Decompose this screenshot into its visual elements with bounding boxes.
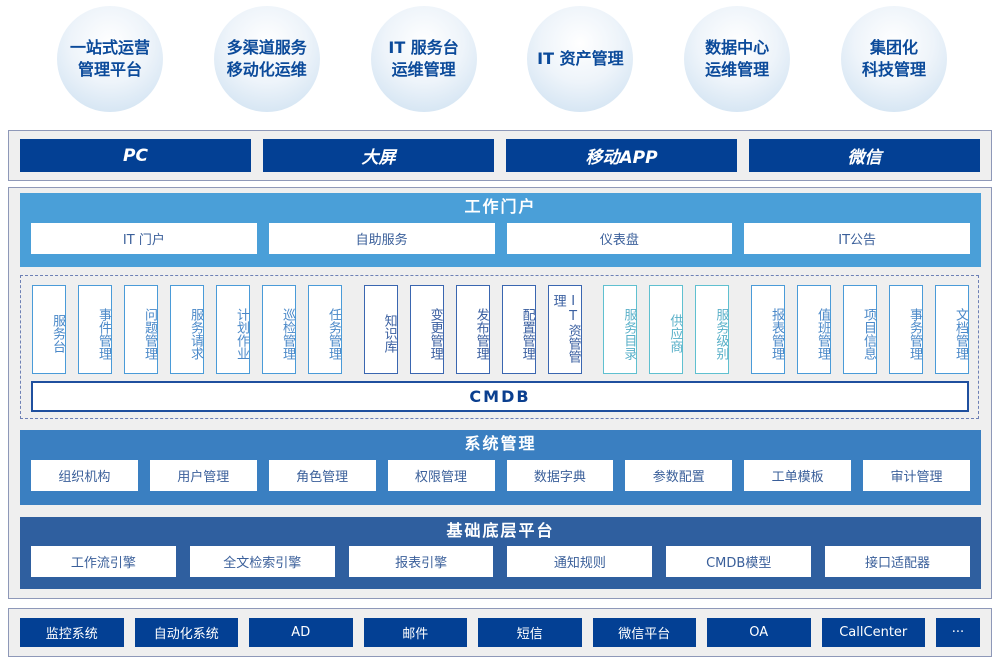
system-item: 组织机构 [31,460,138,491]
channel-wechat: 微信 [749,139,980,172]
system-management-block: 系统管理 组织机构 用户管理 角色管理 权限管理 数据字典 参数配置 工单模板 审计管理 [20,430,981,505]
external-system: OA [707,618,811,647]
module-box: 变更管理 [409,285,444,374]
module-group: 知识库 变更管理 发布管理 配置管理 IT资管管理 [363,285,582,374]
module-box: 发布管理 [455,285,490,374]
module-group: 服务台 事件管理 问题管理 服务请求 计划作业 巡检管理 任务管理 [32,285,342,374]
value-circle: IT 资产管理 [527,6,634,112]
channel-big-screen: 大屏 [263,139,494,172]
system-item: 用户管理 [149,460,257,491]
value-circle: IT 服务台 运维管理 [370,6,477,112]
portal-item: IT 门户 [31,223,257,254]
module-box: 值班管理 [796,285,831,374]
module-box: 报表管理 [750,285,785,374]
base-item: 报表引擎 [348,546,494,577]
portal-item: 自助服务 [268,223,495,254]
external-system: 邮件 [363,618,467,647]
system-title: 系统管理 [464,434,537,453]
platform-layer: 工作门户 IT 门户 自助服务 仪表盘 IT公告 服务台 事件管理 问题管理 服务请求… [8,187,992,599]
value-circle: 集团化 科技管理 [840,6,947,112]
base-platform-block: 基础底层平台 工作流引擎 全文检索引擎 报表引擎 通知规则 CMDB模型 接口适配器 [20,517,981,589]
base-title: 基础底层平台 [446,521,555,540]
external-systems-layer: 监控系统 自动化系统 AD 邮件 短信 微信平台 OA CallCenter ··· [8,608,992,657]
system-item: 工单模板 [744,460,852,491]
module-box: 事件管理 [78,285,112,374]
portal-title: 工作门户 [464,197,537,216]
module-box: 服务级别 [695,285,730,374]
value-circle: 一站式运营 管理平台 [57,6,163,112]
module-box: 事务管理 [888,285,923,374]
module-box: 问题管理 [124,285,158,374]
value-circle: 多渠道服务 移动化运维 [213,6,320,112]
module-box: 任务管理 [308,285,342,374]
portal-block: 工作门户 IT 门户 自助服务 仪表盘 IT公告 [20,193,981,267]
module-box: IT资管管理 [547,285,582,374]
cmdb-bar: CMDB [31,381,969,412]
channel-layer: PC 大屏 移动APP 微信 [8,130,992,181]
modules-area: 服务台 事件管理 问题管理 服务请求 计划作业 巡检管理 任务管理 知识库 变更管理 发布管理 配置… [20,275,979,419]
module-box: 计划作业 [216,285,250,374]
module-group: 服务目录 供应商 服务级别 [603,285,730,374]
base-item: 工作流引擎 [31,546,176,577]
external-system: CallCenter [821,618,925,647]
external-system: 监控系统 [20,618,124,647]
module-box: 服务请求 [170,285,204,374]
module-group: 报表管理 值班管理 项目信息 事务管理 文档管理 [750,285,969,374]
module-box: 服务目录 [603,285,638,374]
external-system: ··· [936,618,980,647]
channel-mobile-app: 移动APP [506,139,737,172]
module-box: 服务台 [32,285,66,374]
portal-item: IT公告 [744,223,970,254]
system-item: 数据字典 [506,460,614,491]
external-system: 微信平台 [592,618,696,647]
base-item: 全文检索引擎 [189,546,335,577]
system-item: 参数配置 [625,460,733,491]
value-circle: 数据中心 运维管理 [684,6,791,112]
module-box: 供应商 [649,285,684,374]
base-item: CMDB模型 [666,546,812,577]
external-system: 自动化系统 [134,618,238,647]
value-circles: 一站式运营 管理平台 多渠道服务 移动化运维 IT 服务台 运维管理 IT 资产… [57,6,947,112]
channel-pc: PC [20,139,251,172]
module-box: 巡检管理 [262,285,296,374]
module-box: 知识库 [363,285,398,374]
portal-item: 仪表盘 [506,223,733,254]
external-system: AD [249,618,353,647]
system-item: 审计管理 [863,460,970,491]
base-item: 通知规则 [507,546,653,577]
system-item: 角色管理 [268,460,376,491]
module-box: 文档管理 [934,285,969,374]
base-item: 接口适配器 [825,546,970,577]
module-box: 配置管理 [501,285,536,374]
module-box: 项目信息 [842,285,877,374]
system-item: 权限管理 [387,460,495,491]
external-system: 短信 [478,618,582,647]
